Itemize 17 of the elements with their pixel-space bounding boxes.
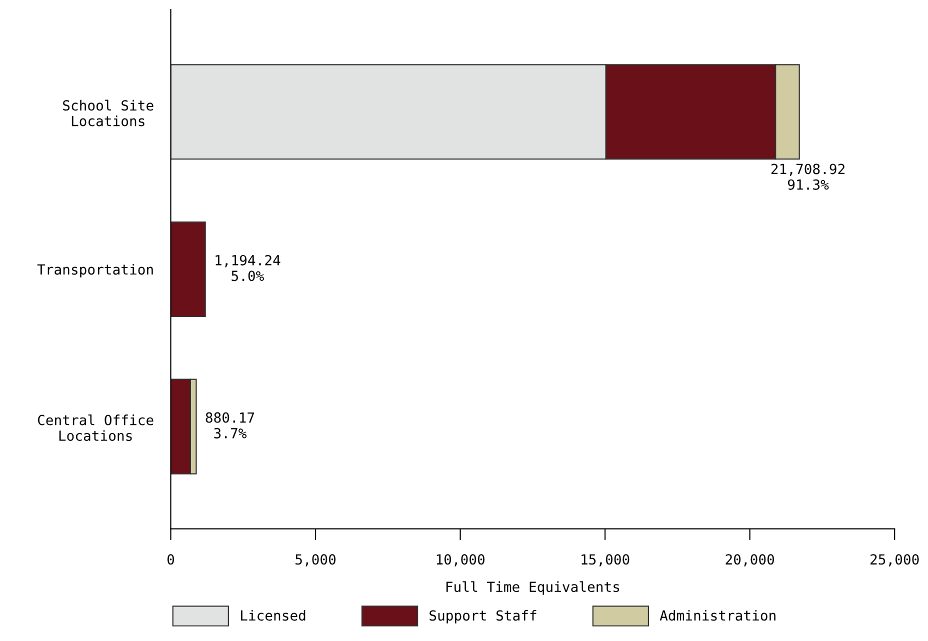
y-tick-label: School Site Locations (63, 100, 154, 126)
legend-label: Licensed (241, 610, 306, 621)
x-tick-label: 10,000 (436, 554, 484, 566)
x-tick-label: 25,000 (870, 554, 919, 566)
x-tick-label: 20,000 (726, 554, 774, 566)
x-tick-label: 5,000 (296, 554, 336, 566)
x-tick-label: 15,000 (582, 554, 630, 566)
bar (170, 221, 206, 317)
total-label: 880.17 3.7% (206, 412, 254, 438)
y-tick-label: Central Office Locations (38, 414, 154, 441)
legend-label: Support Staff (430, 610, 536, 624)
x-tick-label: 0 (167, 554, 174, 565)
legend-label: Administration (660, 610, 776, 621)
total-label: 21,708.92 91.3% (771, 164, 844, 190)
y-tick-label: Transportation (37, 264, 153, 278)
x-axis-title: Full Time Equivalents (446, 581, 620, 595)
total-label: 1,194.24 5.0% (216, 254, 280, 282)
